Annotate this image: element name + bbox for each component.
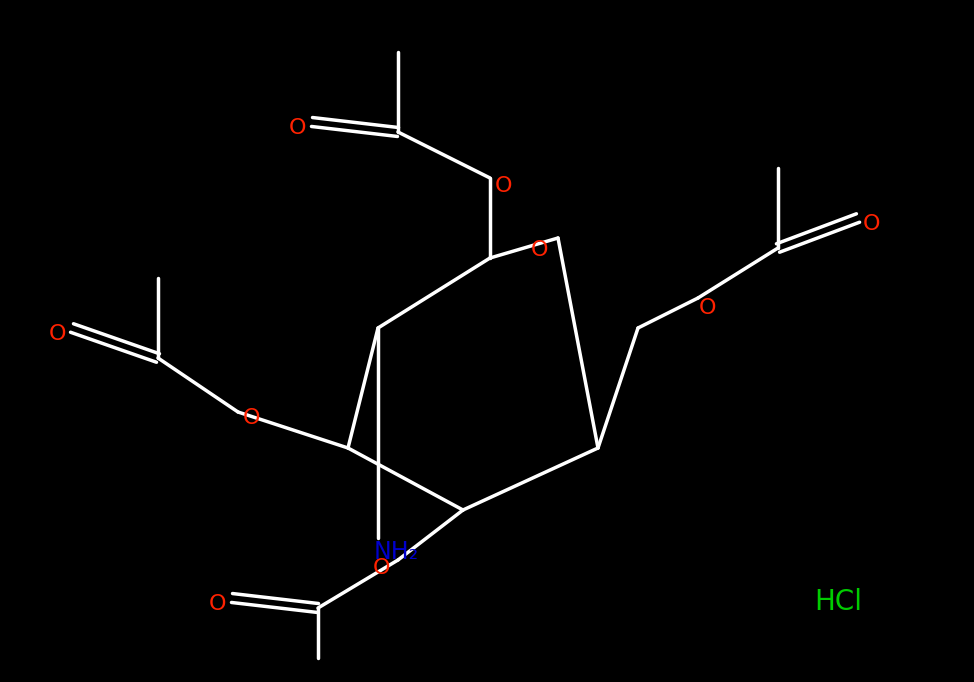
Text: O: O [209, 594, 227, 614]
Text: O: O [699, 298, 717, 318]
Text: O: O [531, 240, 548, 260]
Text: O: O [863, 214, 880, 234]
Text: O: O [495, 176, 512, 196]
Text: NH₂: NH₂ [373, 540, 419, 564]
Text: O: O [50, 324, 67, 344]
Text: O: O [289, 118, 307, 138]
Text: HCl: HCl [814, 588, 862, 616]
Text: O: O [373, 558, 391, 578]
Text: O: O [244, 408, 261, 428]
